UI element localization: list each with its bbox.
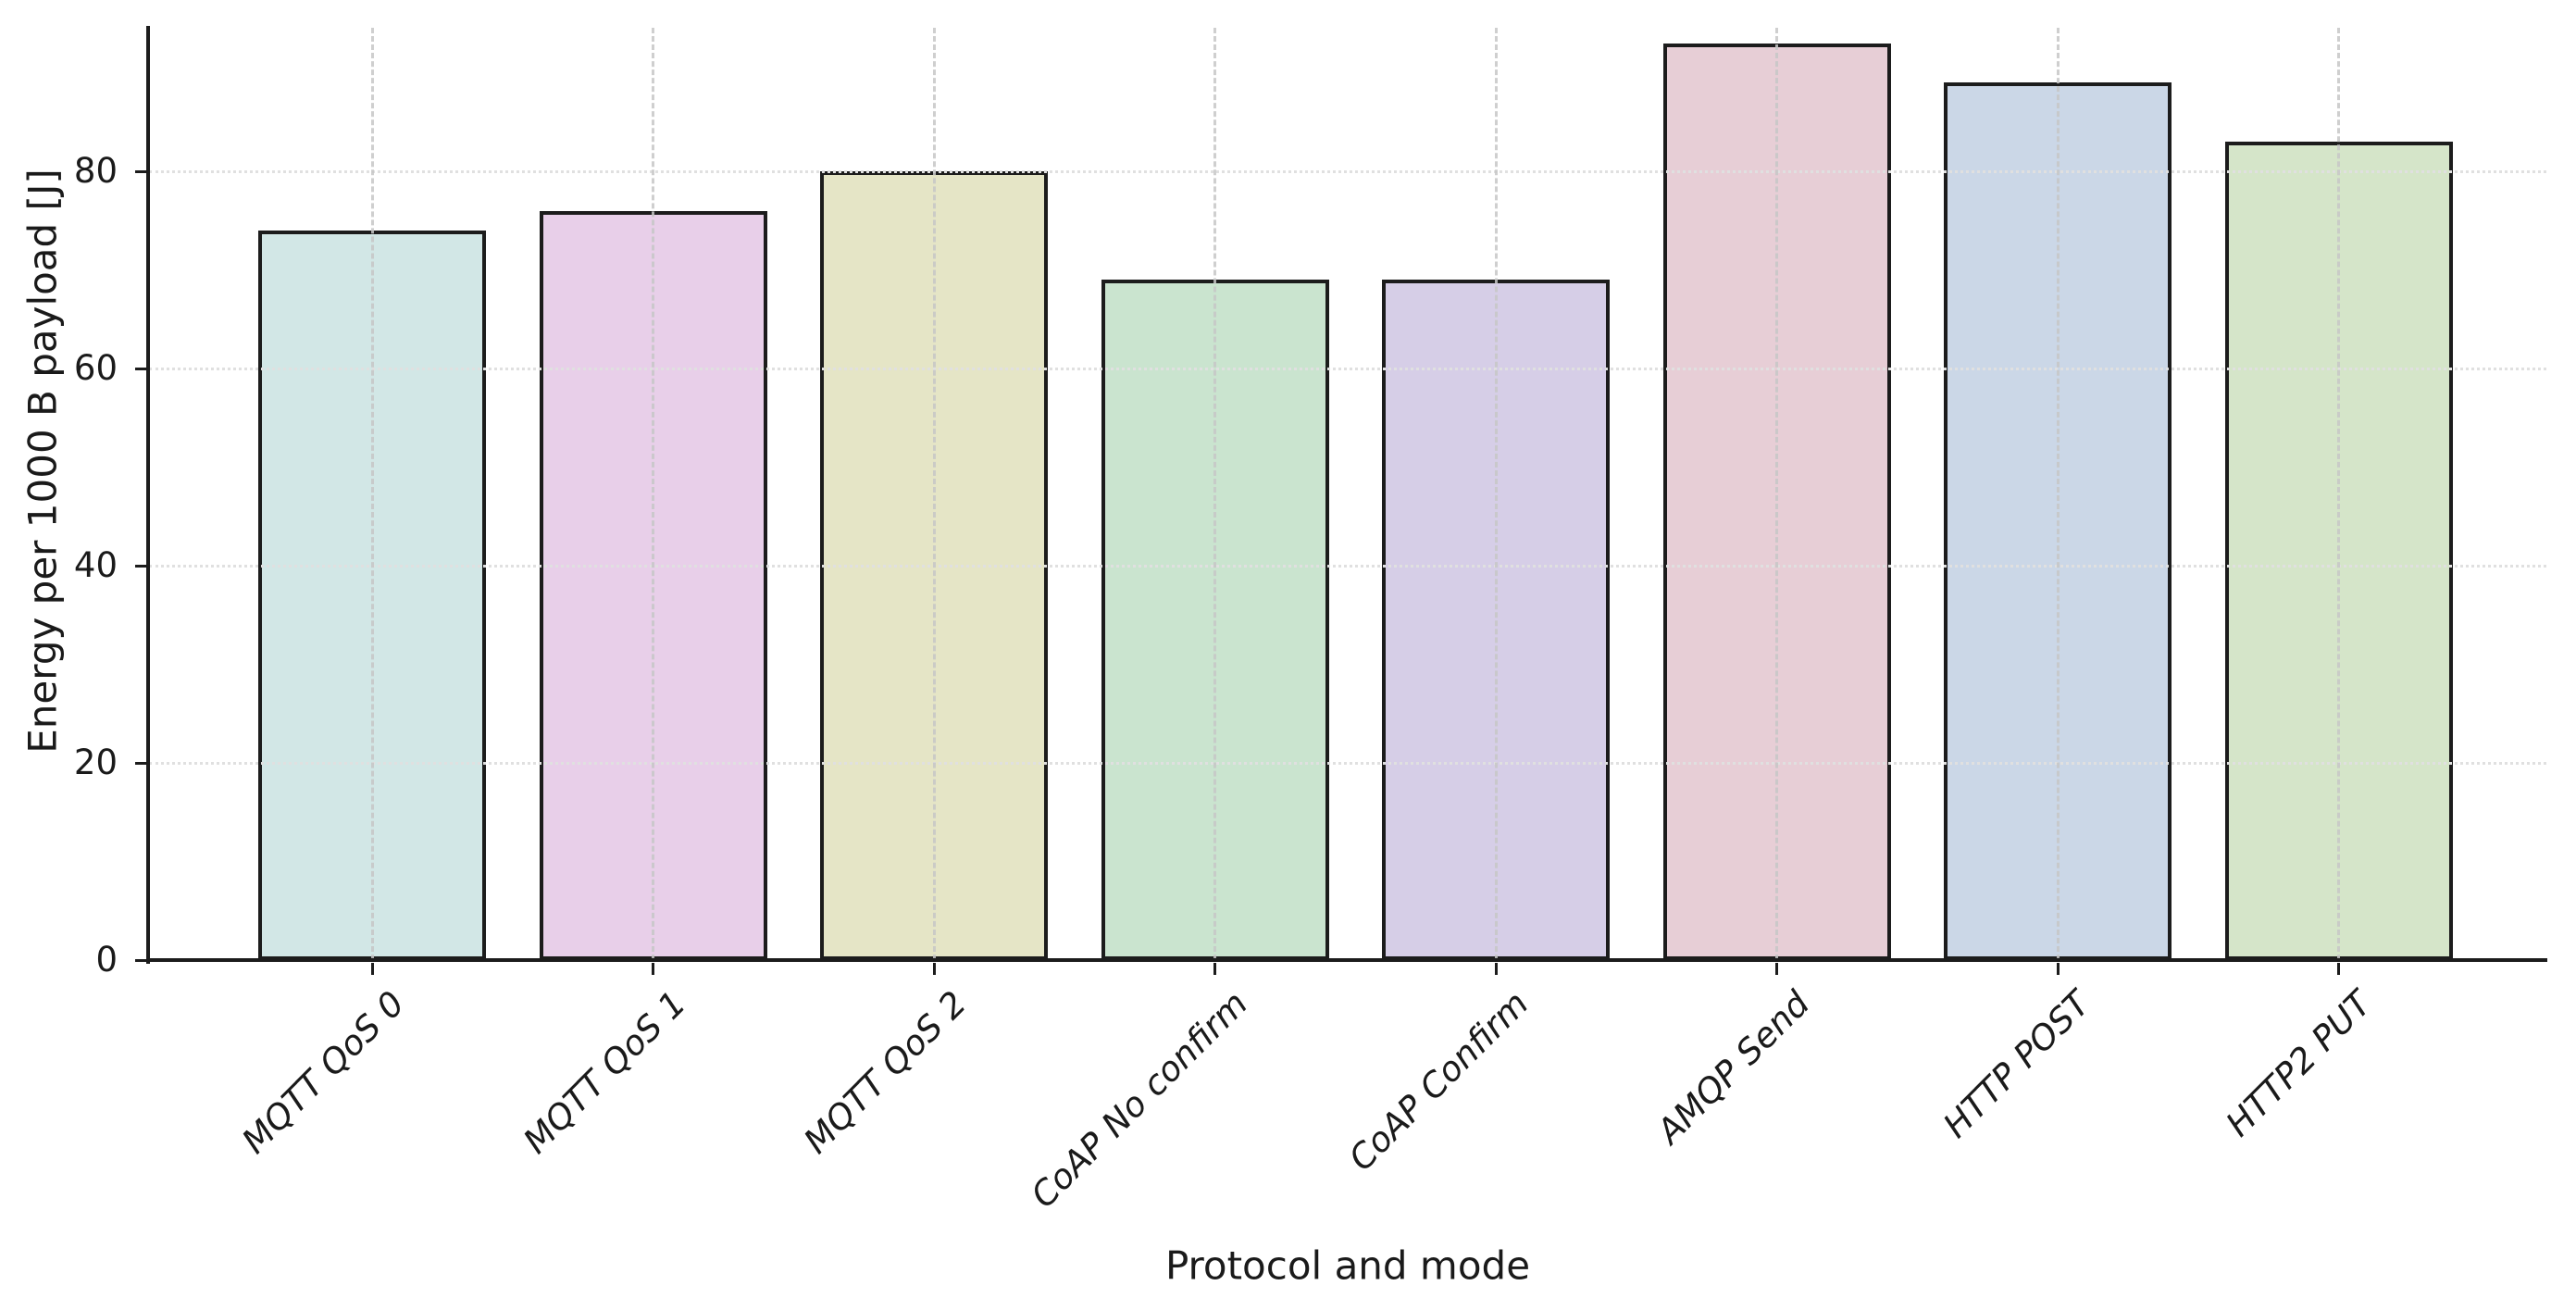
x-gridline-mqtt-qos-2 (932, 28, 936, 960)
x-tick-http2-put (2337, 963, 2340, 975)
y-gridline-20 (149, 761, 2546, 765)
x-gridline-mqtt-qos-0 (370, 28, 374, 960)
y-tick-80 (135, 169, 148, 173)
x-tick-label-amqp-send: AMQP Send (1649, 983, 1818, 1152)
x-tick-mqtt-qos-2 (932, 963, 936, 975)
x-tick-coap-no-confirm (1213, 963, 1216, 975)
x-tick-mqtt-qos-0 (370, 963, 374, 975)
x-tick-label-mqtt-qos-2: MQTT QoS 2 (796, 983, 975, 1162)
x-axis-spine (146, 958, 2547, 962)
y-tick-label-60: 60 (73, 348, 118, 388)
x-tick-label-http2-put: HTTP2 PUT (2218, 983, 2380, 1144)
x-gridline-coap-confirm (1494, 28, 1498, 960)
y-tick-60 (135, 367, 148, 370)
y-tick-20 (135, 761, 148, 765)
y-gridline-80 (149, 169, 2546, 173)
y-tick-40 (135, 564, 148, 568)
x-gridline-coap-no-confirm (1213, 28, 1216, 960)
x-axis-label: Protocol and mode (1164, 1242, 1531, 1289)
x-tick-coap-confirm (1494, 963, 1498, 975)
y-tick-label-80: 80 (73, 151, 118, 191)
y-tick-label-0: 0 (95, 940, 118, 980)
y-gridline-40 (149, 564, 2546, 568)
x-gridline-mqtt-qos-1 (652, 28, 654, 960)
y-axis-spine (146, 26, 150, 964)
x-tick-http-post (2056, 963, 2060, 975)
x-tick-label-mqtt-qos-1: MQTT QoS 1 (516, 983, 694, 1162)
x-tick-label-coap-confirm: CoAP Confirm (1341, 983, 1537, 1179)
x-gridline-amqp-send (1775, 28, 1778, 960)
x-tick-label-mqtt-qos-0: MQTT QoS 0 (234, 983, 413, 1162)
y-tick-0 (135, 958, 148, 962)
x-tick-label-coap-no-confirm: CoAP No confirm (1023, 983, 1256, 1216)
x-gridline-http-post (2056, 28, 2060, 960)
y-axis-label: Energy per 1000 B payload [J] (19, 168, 66, 754)
y-tick-label-40: 40 (73, 545, 118, 585)
y-tick-label-20: 20 (73, 743, 118, 782)
x-gridline-http2-put (2337, 28, 2340, 960)
x-tick-mqtt-qos-1 (652, 963, 654, 975)
y-gridline-60 (149, 367, 2546, 370)
x-tick-label-http-post: HTTP POST (1935, 983, 2098, 1146)
x-tick-amqp-send (1775, 963, 1778, 975)
